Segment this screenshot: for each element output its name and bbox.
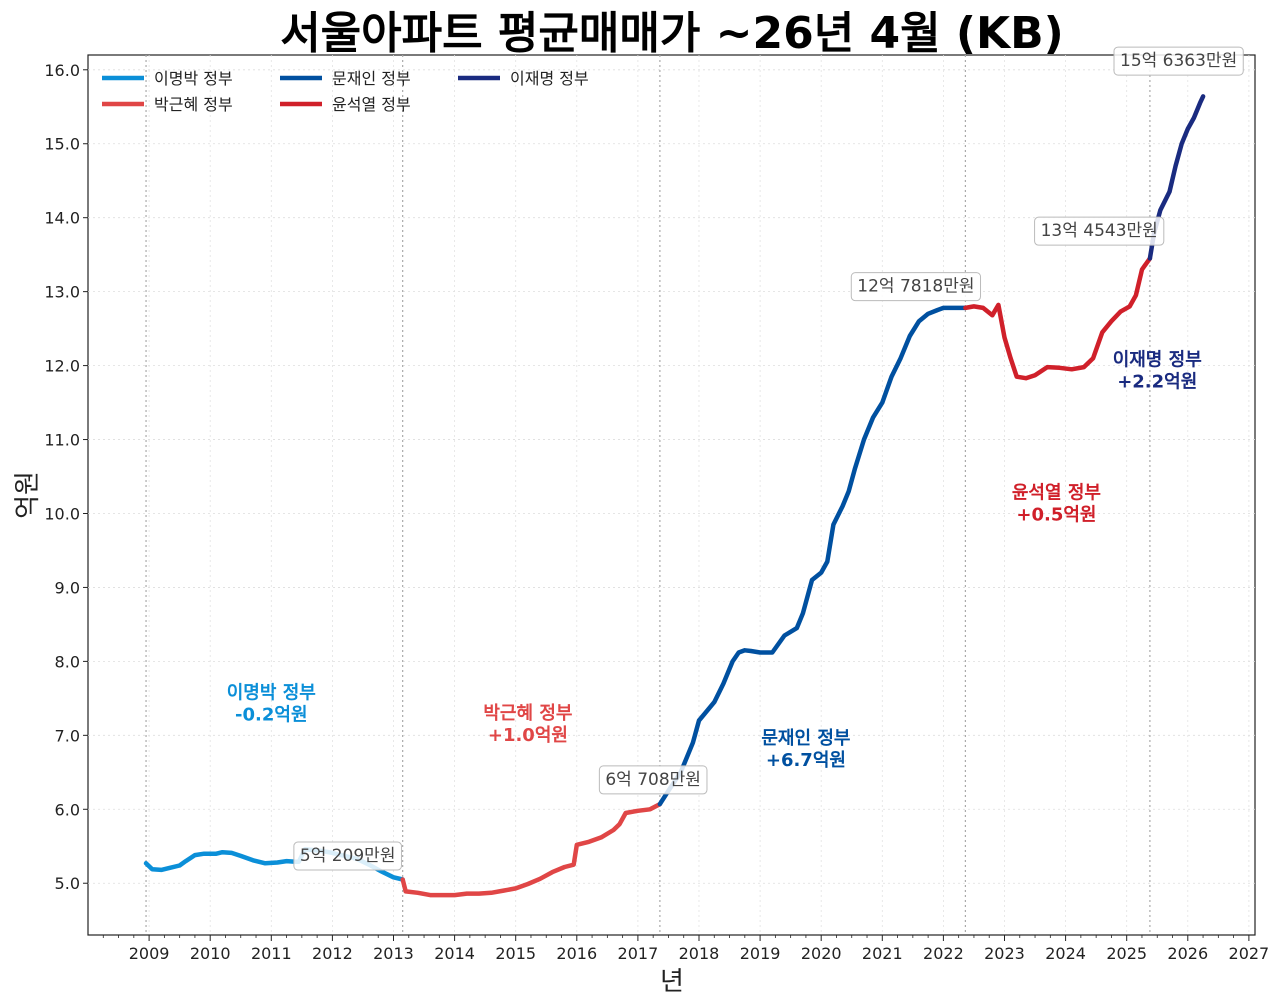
x-tick-label: 2025 [1106,944,1147,963]
x-tick-label: 2026 [1167,944,1208,963]
series-line [657,305,968,807]
point-label-text: 6억 708만원 [605,770,701,790]
y-tick-label: 15.0 [44,135,80,154]
point-label-text: 5억 209만원 [300,846,396,866]
era-change-label: +6.7억원 [766,750,846,771]
x-tick-label: 2023 [984,944,1025,963]
transition-lines [145,55,1151,935]
era-labels: 이명박 정부-0.2억원 박근혜 정부+1.0억원 문재인 정부+6.7억원 윤석열 … [227,350,1202,772]
x-tick-label: 2014 [434,944,475,963]
y-tick-label: 5.0 [55,874,80,893]
y-axis-label: 억원 [13,471,43,519]
era-change-label: +2.2억원 [1117,372,1197,393]
point-label-box [293,841,402,871]
y-tick-label: 6.0 [55,800,80,819]
y-tick-label: 11.0 [44,431,80,450]
grid-lines [88,55,1255,935]
chart-title: 서울아파트 평균매매가 ~26년 4월 (KB) [280,8,1064,59]
point-label-box [1113,46,1244,76]
legend-label: 박근혜 정부 [154,95,233,114]
era-name-label: 이명박 정부 [227,682,316,703]
x-tick-label: 2009 [129,944,170,963]
point-labels: 5억 209만원 6억 708만원 12억 7818만원 13억 4543만원 15억 … [293,46,1244,871]
x-tick-label: 2022 [923,944,964,963]
point-label-text: 13억 4543만원 [1041,221,1158,241]
y-tick-label: 8.0 [55,652,80,671]
era-change-label: +1.0억원 [488,725,568,746]
x-axis-label: 년 [660,967,684,997]
x-tick-label: 2017 [618,944,659,963]
era-name-label: 문재인 정부 [761,728,850,749]
x-tick-label: 2016 [556,944,597,963]
plot-frame [87,54,1256,936]
x-tick-label: 2013 [373,944,414,963]
legend-label: 문재인 정부 [332,69,411,88]
point-label-text: 12억 7818만원 [857,277,974,297]
x-tick-label: 2020 [801,944,842,963]
y-tick-label: 14.0 [44,209,80,228]
x-tick-label: 2021 [862,944,903,963]
y-tick-label: 10.0 [44,504,80,523]
x-tick-label: 2027 [1229,944,1270,963]
era-name-label: 이재명 정부 [1113,350,1202,371]
legend-label: 윤석열 정부 [332,95,411,114]
x-tick-label: 2015 [495,944,536,963]
era-change-label: -0.2억원 [235,704,307,725]
point-label-box [1034,216,1165,246]
y-axis: 5.0 6.0 7.0 8.0 9.0 10.0 11.0 12.0 13.0 14.0 15.0 1… [44,61,88,893]
x-tick-label: 2010 [190,944,231,963]
series-line [963,256,1153,381]
era-change-label: +0.5억원 [1016,505,1096,526]
legend-label: 이재명 정부 [510,69,589,88]
point-label-box [850,272,982,302]
point-label-text: 15억 6363만원 [1120,51,1237,71]
x-tick-label: 2011 [251,944,292,963]
x-tick-label: 2012 [312,944,353,963]
y-tick-label: 9.0 [55,578,80,597]
x-axis: 2009 2010 2011 2012 2013 2014 2015 2016 2017 2018… [102,935,1270,963]
era-name-label: 윤석열 정부 [1012,483,1101,504]
era-name-label: 박근혜 정부 [483,703,572,724]
x-tick-label: 2019 [740,944,781,963]
x-tick-label: 2018 [679,944,720,963]
legend-label: 이명박 정부 [154,69,233,88]
y-tick-label: 13.0 [44,283,80,302]
y-tick-label: 12.0 [44,357,80,376]
series-line [400,801,663,898]
y-tick-label: 16.0 [44,61,80,80]
point-label-box [598,765,708,795]
x-tick-label: 2024 [1045,944,1086,963]
y-tick-label: 7.0 [55,726,80,745]
